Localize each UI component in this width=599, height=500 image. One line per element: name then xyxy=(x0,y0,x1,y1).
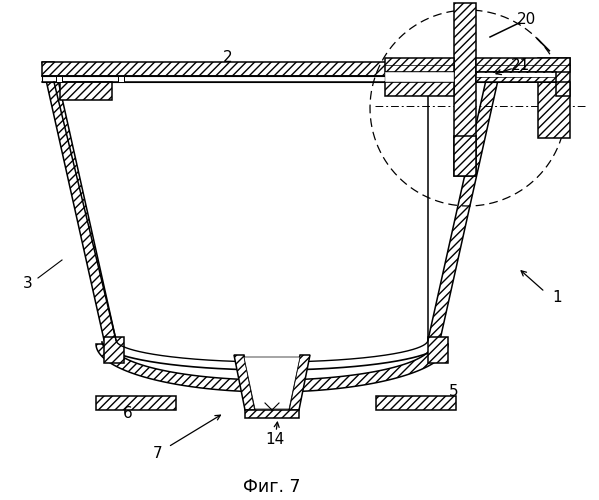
Bar xyxy=(385,82,454,96)
Polygon shape xyxy=(244,357,300,409)
Text: 21: 21 xyxy=(512,58,531,72)
Bar xyxy=(245,410,299,418)
Text: 2: 2 xyxy=(223,50,233,64)
Polygon shape xyxy=(96,344,448,392)
Text: 7: 7 xyxy=(153,446,163,460)
Text: 5: 5 xyxy=(449,384,459,400)
Bar xyxy=(60,82,112,100)
Polygon shape xyxy=(234,355,255,410)
Bar xyxy=(385,72,454,82)
Text: 3: 3 xyxy=(23,276,33,290)
Text: 20: 20 xyxy=(518,12,537,26)
Bar xyxy=(56,76,62,82)
Bar xyxy=(96,396,176,410)
Bar xyxy=(118,76,124,82)
Polygon shape xyxy=(116,340,428,362)
Text: 14: 14 xyxy=(265,432,285,448)
Polygon shape xyxy=(289,355,310,410)
Bar xyxy=(477,73,555,77)
Bar xyxy=(385,58,454,72)
Polygon shape xyxy=(54,82,428,340)
Bar xyxy=(476,58,570,72)
Text: 6: 6 xyxy=(123,406,133,420)
Text: 1: 1 xyxy=(552,290,562,306)
Bar xyxy=(42,62,500,76)
Bar xyxy=(556,82,570,96)
Bar xyxy=(454,3,476,176)
Bar xyxy=(538,58,570,138)
Bar xyxy=(376,396,456,410)
Text: Фиг. 7: Фиг. 7 xyxy=(243,478,301,496)
Bar xyxy=(428,337,448,363)
Polygon shape xyxy=(42,62,116,340)
Bar xyxy=(454,136,476,176)
Polygon shape xyxy=(428,62,502,340)
Bar xyxy=(104,337,124,363)
Bar xyxy=(476,72,556,82)
Bar xyxy=(42,76,500,82)
